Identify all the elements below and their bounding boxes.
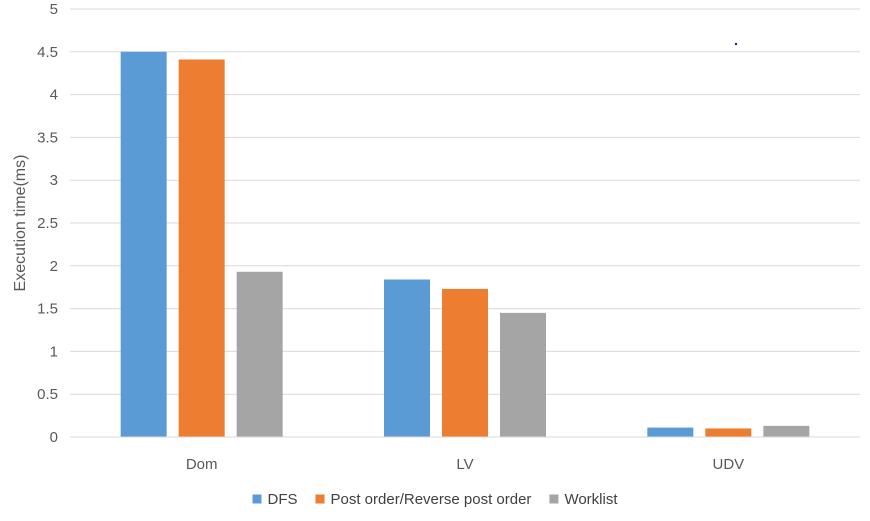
y-axis-ticks: 0 0.5 1 1.5 2 2.5 3 3.5 4 4.5 5 (37, 1, 58, 446)
y-tick-label: 4 (50, 87, 58, 104)
legend-label: Worklist (564, 491, 618, 508)
bar-post-order-reverse-post-order-dom (178, 59, 225, 438)
bar-dfs-udv (647, 427, 694, 437)
legend-label: DFS (268, 491, 298, 508)
bar-worklist-lv (500, 312, 546, 437)
y-tick-label: 2.5 (37, 215, 58, 232)
legend: DFS Post order/Reverse post order Worklist (252, 491, 618, 508)
y-tick-label: 5 (50, 1, 58, 18)
x-tick-label: UDV (712, 456, 744, 473)
stray-dot (734, 42, 738, 46)
y-tick-label: 3.5 (37, 129, 58, 146)
bar-worklist-dom (236, 271, 283, 437)
bars (120, 51, 810, 438)
y-tick-label: 1 (50, 343, 58, 360)
y-axis-title: Execution time(ms) (12, 155, 29, 292)
bar-post-order-reverse-post-order-udv (705, 428, 752, 437)
x-tick-label: LV (456, 456, 473, 473)
bar-dfs-dom (120, 51, 167, 438)
y-tick-label: 1.5 (37, 301, 58, 318)
bar-post-order-reverse-post-order-lv (442, 288, 488, 437)
y-tick-label: 0.5 (37, 386, 58, 403)
y-tick-label: 3 (50, 172, 58, 189)
y-tick-label: 4.5 (37, 44, 58, 61)
x-axis-ticks: Dom LV UDV (186, 456, 744, 473)
bar-worklist-udv (763, 425, 810, 437)
legend-label: Post order/Reverse post order (331, 491, 532, 508)
y-tick-label: 2 (50, 258, 58, 275)
legend-swatch (315, 494, 325, 504)
y-tick-label: 0 (50, 429, 58, 446)
legend-swatch (549, 494, 559, 504)
x-tick-label: Dom (186, 456, 218, 473)
bar-dfs-lv (384, 279, 430, 437)
legend-swatch (252, 494, 262, 504)
